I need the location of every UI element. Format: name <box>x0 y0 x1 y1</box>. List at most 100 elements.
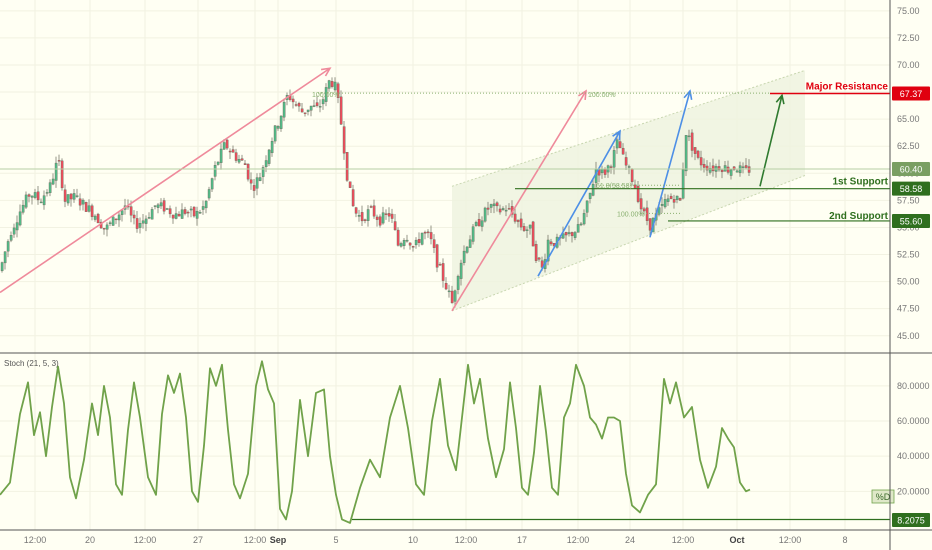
candle-body <box>168 208 172 215</box>
candle-body <box>171 214 175 219</box>
price-badge-label: 55.60 <box>900 216 923 226</box>
candle-body <box>732 166 736 170</box>
candle-body <box>729 169 733 176</box>
candle-body <box>459 262 463 279</box>
candle-body <box>447 290 451 293</box>
time-tick-label: 12:00 <box>244 535 267 545</box>
candle-body <box>330 81 334 87</box>
candle-body <box>504 209 508 212</box>
candle-body <box>522 226 526 231</box>
candle-body <box>516 219 520 222</box>
candle-body <box>363 219 367 221</box>
time-tick-label: 12:00 <box>672 535 695 545</box>
candle-body <box>408 242 412 246</box>
channel-upper-line <box>451 69 806 187</box>
candle-body <box>63 189 67 202</box>
blue-arrow <box>537 130 621 277</box>
candle-body <box>435 244 439 268</box>
candle-body <box>192 206 196 217</box>
candle-body <box>735 170 739 173</box>
time-tick-label: 12:00 <box>134 535 157 545</box>
candle-body <box>366 209 370 221</box>
candle-body <box>318 106 322 108</box>
candles <box>0 77 751 308</box>
annotations: 100.00% 100.00% 61.8(58.58) 100.00% Major Re… <box>0 67 890 312</box>
candle-body <box>690 132 694 151</box>
candle-body <box>105 224 109 230</box>
candle-body <box>180 209 184 219</box>
candle-body <box>96 213 100 224</box>
candle-body <box>639 198 643 210</box>
candle-body <box>432 239 436 248</box>
candle-body <box>570 232 574 237</box>
candle-body <box>72 193 76 200</box>
time-tick-label: 27 <box>193 535 203 545</box>
candle-body <box>300 108 304 113</box>
stoch-title: Stoch (21, 5, 3) <box>4 359 59 368</box>
candle-body <box>492 203 496 207</box>
fib-label: 100.00% <box>588 92 616 99</box>
candle-body <box>27 194 31 197</box>
candle-body <box>546 239 550 262</box>
candle-body <box>357 215 361 217</box>
price-tick-label: 52.50 <box>897 250 920 260</box>
candle-body <box>24 194 28 208</box>
candle-body <box>231 149 235 153</box>
candle-body <box>240 158 244 161</box>
candle-body <box>618 141 622 149</box>
candle-body <box>129 206 133 216</box>
candle-body <box>582 213 586 225</box>
candle-body <box>51 178 55 185</box>
candle-body <box>216 161 220 165</box>
candle-body <box>672 199 676 203</box>
pink-arrow <box>0 67 331 294</box>
candle-body <box>252 185 256 191</box>
candle-body <box>246 163 250 180</box>
candle-body <box>234 152 238 161</box>
candle-body <box>705 165 709 171</box>
candle-body <box>39 201 43 204</box>
candle-body <box>117 214 121 221</box>
candle-body <box>60 160 64 189</box>
candle-body <box>378 216 382 226</box>
candle-body <box>630 169 634 182</box>
candle-body <box>177 213 181 217</box>
candle-body <box>717 166 721 171</box>
candle-body <box>699 157 703 166</box>
pink-arrow <box>451 90 587 312</box>
candle-body <box>537 257 541 260</box>
candle-body <box>306 109 310 112</box>
candle-body <box>483 207 487 222</box>
green-arrow <box>759 95 783 187</box>
candle-body <box>87 205 91 212</box>
candle-body <box>633 184 637 189</box>
candle-body <box>642 208 646 212</box>
candle-body <box>282 101 286 118</box>
candle-body <box>747 166 751 173</box>
candle-body <box>579 223 583 226</box>
candle-body <box>723 165 727 172</box>
candle-body <box>417 239 421 243</box>
candle-body <box>159 202 163 207</box>
candle-body <box>453 290 457 302</box>
candle-body <box>720 169 724 173</box>
candle-body <box>147 217 151 219</box>
candle-body <box>153 205 157 207</box>
candle-body <box>207 189 211 199</box>
candle-body <box>396 229 400 246</box>
blue-arrow-head <box>683 89 693 100</box>
candle-body <box>165 208 169 210</box>
price-tick-label: 47.50 <box>897 304 920 314</box>
candle-body <box>627 166 631 168</box>
candle-body <box>3 251 7 264</box>
candle-body <box>660 204 664 206</box>
candle-body <box>573 232 577 238</box>
candle-body <box>423 231 427 234</box>
candle-body <box>162 200 166 212</box>
candle-body <box>81 199 85 205</box>
candle-body <box>384 213 388 215</box>
price-tick-label: 45.00 <box>897 331 920 341</box>
blue-arrow <box>649 90 691 238</box>
candle-body <box>33 192 37 198</box>
